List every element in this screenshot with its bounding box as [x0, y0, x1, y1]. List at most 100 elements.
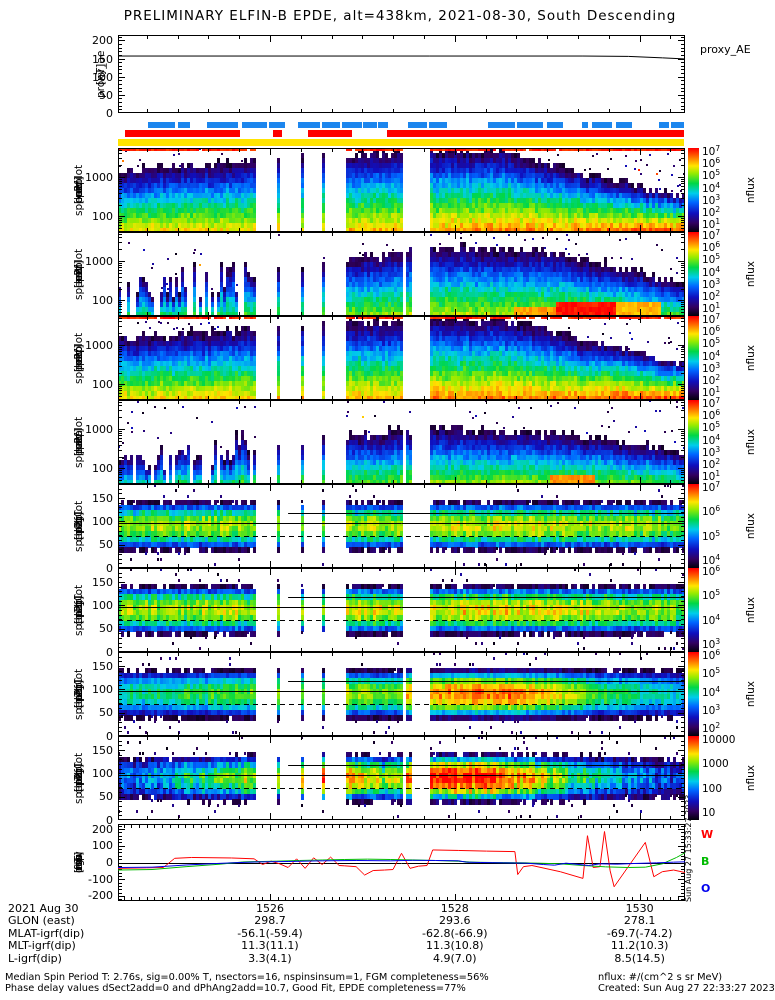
blue-availability-bar-segment	[516, 122, 544, 128]
panel-y-tick-label: 100	[92, 682, 113, 696]
colorbar-tick-label: 10 3	[702, 444, 721, 459]
info-value: 4.9(7.0)	[433, 951, 477, 965]
footer-created-stamp: Created: Sun Aug 27 22:33:27 2023	[598, 983, 775, 994]
blue-availability-bar-segment	[592, 122, 612, 128]
blue-availability-bar-segment	[547, 122, 564, 128]
colorbar-tick-label: 10 1	[702, 217, 721, 231]
info-value: 11.3(10.8)	[426, 939, 484, 953]
colorbar-tick-label: 10 7	[702, 144, 721, 158]
blue-availability-bar-segment	[207, 122, 239, 128]
info-value: 8.5(14.5)	[614, 951, 665, 965]
blue-availability-bar-segment	[581, 122, 589, 128]
colorbar-tick-label: 10 3	[702, 276, 721, 291]
colorbar-tick-label: 100	[702, 782, 723, 795]
panel-axis-label-line: [keV]	[73, 344, 85, 372]
proxy-ae-plot	[118, 35, 685, 113]
fgm-axis-label-line: [nT]	[73, 851, 85, 874]
info-value: 11.3(11.1)	[241, 939, 299, 953]
colorbar-tick-label: 10 2	[702, 204, 721, 219]
panel-axis-label-line: [deg]	[73, 512, 85, 540]
colorbar-tick-label: 10 6	[702, 504, 721, 519]
spectrogram-panel-en_para	[118, 400, 685, 484]
colorbar-title-nflux: nflux	[745, 764, 757, 792]
blue-availability-bar-segment	[297, 122, 320, 128]
spectrogram-panel-en_omni	[118, 148, 685, 232]
blue-availability-bar-segment	[378, 122, 388, 128]
colorbar-tick-label: 10 5	[702, 336, 721, 351]
panel-y-tick-label: 100	[92, 293, 113, 307]
colorbar-tick-label: 10 6	[702, 408, 721, 423]
footer-phase-delay-line: Phase delay values dSect2add=0 and dPhAn…	[5, 983, 466, 994]
red-availability-bar-segment	[386, 130, 685, 137]
colorbar-tick-label: 10 5	[702, 588, 721, 603]
info-value: 1528	[440, 902, 469, 915]
colorbar-tick-label: 1000	[702, 758, 729, 771]
colorbar-tick-label: 10 3	[702, 360, 721, 375]
colorbar-tick-label: 10 3	[702, 637, 721, 651]
red-availability-bar-segment	[124, 130, 240, 137]
fgm-y-tick-label: -200	[88, 889, 113, 903]
colorbar-tick-label: 10 4	[702, 553, 721, 567]
panel-y-tick-label: 100	[92, 209, 113, 223]
red-availability-bar-segment	[272, 130, 282, 137]
spectrogram-panel-en_anti	[118, 232, 685, 316]
info-row-label: L-igrf(dip)	[8, 951, 62, 965]
red-availability-bar-segment	[307, 130, 353, 137]
panel-y-tick-label: 0	[106, 561, 113, 575]
colorbar-tick-label: 10 2	[702, 288, 721, 303]
spectrogram-panel-pa_ch2	[118, 652, 685, 736]
panel-y-tick-label: 100	[92, 514, 113, 528]
blue-availability-bar-segment	[428, 122, 447, 128]
colorbar-tick-label: 10 4	[702, 180, 721, 195]
yellow-availability-bar-segment	[118, 139, 685, 146]
colorbar-title-nflux: nflux	[745, 176, 757, 204]
colorbar-tick-label: 10 5	[702, 168, 721, 183]
colorbar-tick-label: 10 3	[702, 702, 721, 717]
colorbar-tick-label: 10 5	[702, 528, 721, 543]
colorbar-tick-label: 10 1	[702, 385, 721, 399]
panel-y-tick-label: 1000	[85, 338, 113, 352]
panel-axis-label-line: [deg]	[73, 764, 85, 792]
panel-y-tick-label: 50	[99, 790, 113, 804]
panel-y-tick-label: 0	[106, 645, 113, 659]
panel-axis-label-pa_ch0: elb pef pa spec2plot ch0LC [deg]	[8, 484, 86, 568]
colorbar-tick-label: 10 7	[702, 396, 721, 410]
panel-axis-label-pa_ch1: elb pef pa spec2plot ch1LC [deg]	[8, 568, 86, 652]
panel-y-tick-label: 50	[99, 538, 113, 552]
panel-y-tick-label: 50	[99, 706, 113, 720]
blue-availability-bar-segment	[615, 122, 632, 128]
spectrogram-panel-pa_ch3	[118, 736, 685, 820]
panel-y-tick-label: 1000	[85, 422, 113, 436]
blue-availability-bar-segment	[488, 122, 515, 128]
panel-axis-label-line: [keV]	[73, 176, 85, 204]
blue-availability-bar-segment	[659, 122, 670, 128]
panel-y-tick-label: 100	[92, 766, 113, 780]
blue-availability-bar-segment	[268, 122, 286, 128]
info-row-label: MLAT-igrf(dip)	[8, 926, 85, 940]
blue-availability-bar-segment	[408, 122, 427, 128]
panel-y-tick-label: 150	[92, 743, 113, 757]
proxy-axis-label: proxy_ae [nT]	[80, 35, 108, 113]
colorbar-tick-label: 10 1	[702, 301, 721, 315]
fgm-y-tick-label: 100	[92, 839, 113, 853]
colorbar-tick-label: 10 2	[702, 456, 721, 471]
panel-y-tick-label: 0	[106, 729, 113, 743]
fgm-y-tick-label: -100	[88, 872, 113, 886]
colorbar-title-nflux: nflux	[745, 428, 757, 456]
panel-y-tick-label: 1000	[85, 254, 113, 268]
panel-axis-label-pa_ch3: elb pef pa spec2plot ch3LC [deg]	[8, 736, 86, 820]
proxy-y-tick-label: 150	[92, 52, 113, 66]
blue-availability-bar-segment	[322, 122, 341, 128]
colorbar-title-nflux: nflux	[745, 596, 757, 624]
panel-axis-label-line: [deg]	[73, 596, 85, 624]
panel-y-tick-label: 100	[92, 598, 113, 612]
colorbar-tick-label: 10 7	[702, 228, 721, 242]
colorbar-tick-label: 10 5	[702, 666, 721, 681]
panel-y-tick-label: 0	[106, 813, 113, 827]
panel-axis-label-en_anti: elb pef en spec2plot anti [keV]	[8, 232, 86, 316]
colorbar-tick-label: 10 3	[702, 192, 721, 207]
blue-availability-bar-segment	[362, 122, 378, 128]
info-value: -56.1(-59.4)	[237, 926, 303, 940]
info-value: -62.8(-66.9)	[422, 926, 488, 940]
panel-axis-label-line: [keV]	[73, 428, 85, 456]
